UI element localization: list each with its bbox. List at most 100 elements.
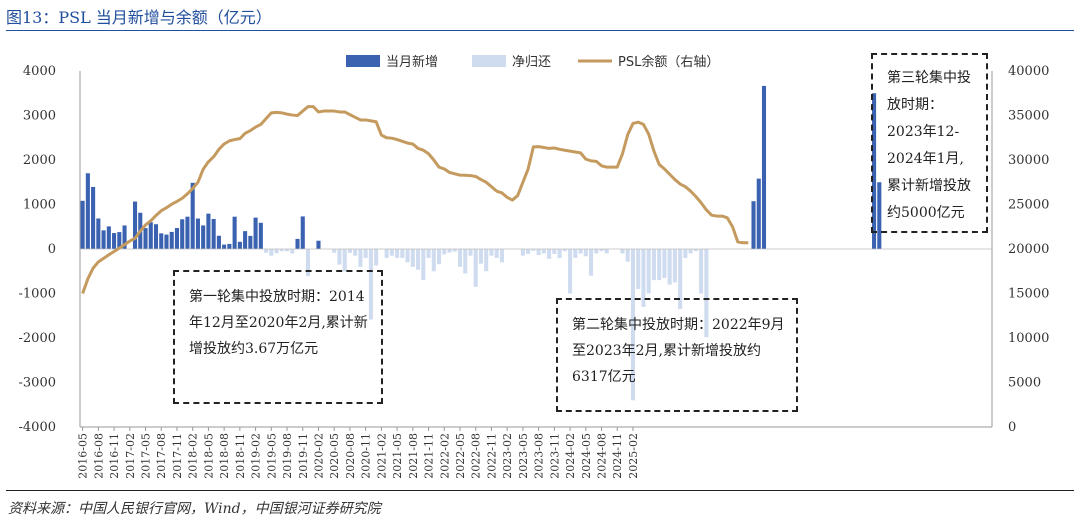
bar-net xyxy=(641,249,646,307)
y-right-tick-label: 30000 xyxy=(1008,153,1049,168)
x-tick-label: 2023-08 xyxy=(533,433,546,479)
bar-net xyxy=(436,249,442,265)
y-right-tick-label: 0 xyxy=(1008,420,1016,435)
bar-net xyxy=(395,249,400,258)
bar-new xyxy=(117,232,122,249)
bar-net xyxy=(468,249,473,256)
x-tick-label: 2022-02 xyxy=(438,433,451,479)
y-left-tick-label: 4000 xyxy=(23,64,56,79)
x-tick-label: 2023-05 xyxy=(517,433,530,479)
x-tick-label: 2024-08 xyxy=(596,433,609,479)
bar-net xyxy=(305,249,311,277)
bar-new xyxy=(85,173,90,249)
x-tick-label: 2019-11 xyxy=(297,433,310,479)
bar-net xyxy=(699,249,704,294)
bar-net xyxy=(274,249,279,254)
annotation-round3: 第三轮集中投 放时期： 2023年12- 2024年1月, 累计新增投放 约50… xyxy=(871,53,988,233)
bar-net xyxy=(688,249,693,254)
bar-net xyxy=(431,249,436,272)
bar-net xyxy=(594,249,599,254)
bar-net xyxy=(588,249,594,276)
psl-chart: 40003000200010000-1000-2000-3000-4000400… xyxy=(19,54,1050,479)
bar-new xyxy=(761,85,767,249)
bar-net xyxy=(363,249,368,258)
annotation-round1: 第一轮集中投放时期：2014 年12月至2020年2月,累计新 增投放约3.67… xyxy=(173,270,383,404)
bar-new xyxy=(300,216,305,249)
bar-new xyxy=(91,186,96,249)
x-tick-label: 2024-05 xyxy=(580,433,593,479)
bar-new xyxy=(316,240,321,249)
x-tick-label: 2022-08 xyxy=(470,433,483,479)
bar-net xyxy=(478,249,484,264)
bar-net xyxy=(683,249,688,258)
bar-new xyxy=(122,225,127,249)
x-tick-label: 2016-08 xyxy=(92,433,105,479)
bar-net xyxy=(646,249,651,294)
bar-net xyxy=(342,249,347,272)
bar-new xyxy=(295,238,300,249)
x-tick-label: 2022-11 xyxy=(485,433,498,479)
bar-new xyxy=(190,182,195,249)
bar-net xyxy=(264,249,269,253)
bar-new xyxy=(164,234,169,249)
bar-net xyxy=(657,249,662,281)
y-right-tick-label: 35000 xyxy=(1008,109,1049,124)
x-tick-label: 2017-02 xyxy=(124,433,137,479)
bar-net xyxy=(368,249,373,320)
bar-net xyxy=(332,249,337,253)
y-left-tick-label: -2000 xyxy=(19,331,56,346)
bar-net xyxy=(704,249,709,338)
bar-new xyxy=(206,213,211,249)
bar-net xyxy=(568,249,573,294)
x-tick-label: 2019-08 xyxy=(281,433,294,479)
bar-net xyxy=(374,249,379,266)
x-tick-label: 2023-02 xyxy=(501,433,514,479)
bar-net xyxy=(651,249,656,281)
x-tick-label: 2017-05 xyxy=(140,433,153,479)
bar-net xyxy=(400,249,405,258)
bar-new xyxy=(201,225,206,249)
x-tick-label: 2021-02 xyxy=(375,433,388,479)
x-tick-label: 2019-02 xyxy=(250,433,263,479)
bar-new xyxy=(211,218,216,249)
bar-net xyxy=(667,249,672,285)
y-left-tick-label: 2000 xyxy=(23,153,56,168)
bar-net xyxy=(421,249,426,281)
bar-new xyxy=(195,218,200,249)
x-tick-label: 2021-05 xyxy=(391,433,404,479)
bar-net xyxy=(353,249,358,256)
bar-net xyxy=(337,249,342,265)
bar-net xyxy=(347,249,352,253)
x-tick-label: 2017-11 xyxy=(171,433,184,479)
legend-new-label: 当月新增 xyxy=(386,54,438,70)
y-right-tick-label: 40000 xyxy=(1008,64,1049,79)
bar-new xyxy=(80,200,85,249)
bar-new xyxy=(101,230,106,249)
balance-line xyxy=(81,105,749,295)
bar-new xyxy=(227,243,232,249)
bar-net xyxy=(499,249,504,263)
y-right-tick-label: 25000 xyxy=(1008,198,1049,213)
source-note: 资料来源：中国人民银行官网，Wind，中国银河证券研究院 xyxy=(8,501,381,517)
x-tick-label: 2018-11 xyxy=(234,433,247,479)
x-tick-label: 2018-02 xyxy=(187,433,200,479)
bar-net xyxy=(447,249,452,253)
bar-net xyxy=(484,249,489,272)
figure-title: 图13：PSL 当月新增与余额（亿元） xyxy=(6,8,272,27)
x-tick-label: 2018-08 xyxy=(218,433,231,479)
bar-net xyxy=(599,249,604,252)
bar-net xyxy=(279,249,284,252)
x-tick-label: 2020-11 xyxy=(360,433,373,479)
bar-net xyxy=(547,249,552,259)
x-tick-label: 2019-05 xyxy=(265,433,278,479)
bar-net xyxy=(625,249,630,262)
bar-net xyxy=(630,249,636,401)
bar-net xyxy=(269,249,274,256)
bar-net xyxy=(358,249,363,267)
bar-net xyxy=(636,249,641,290)
bar-net xyxy=(520,249,525,256)
x-tick-label: 2024-11 xyxy=(611,433,624,479)
bar-new xyxy=(96,218,101,249)
bar-net xyxy=(384,249,389,258)
bar-new xyxy=(174,228,180,249)
